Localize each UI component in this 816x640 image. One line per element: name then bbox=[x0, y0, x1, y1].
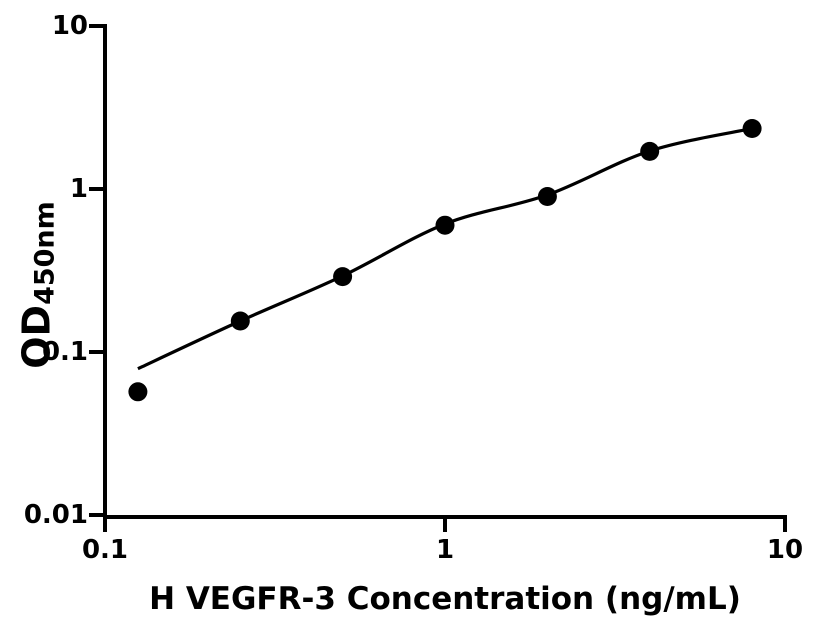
y-tick-label-0-01: 0.01 bbox=[23, 500, 88, 530]
data-point bbox=[333, 267, 353, 287]
y-axis-title-subscript: 450nm bbox=[29, 201, 61, 305]
data-point bbox=[128, 382, 148, 402]
y-tick-label-10: 10 bbox=[51, 11, 88, 41]
fit-curve bbox=[137, 126, 753, 371]
y-axis-title-main: OD bbox=[14, 304, 59, 369]
x-tick-label-1: 1 bbox=[435, 535, 455, 565]
y-tick-label-0-1: 0.1 bbox=[41, 337, 88, 367]
data-point bbox=[435, 215, 455, 235]
data-point bbox=[640, 141, 660, 161]
x-tick-label-0-1: 0.1 bbox=[81, 535, 129, 565]
data-point bbox=[742, 119, 762, 138]
data-point bbox=[537, 187, 557, 206]
x-axis-title: H VEGFR-3 Concentration (ng/mL) bbox=[149, 581, 741, 617]
x-tick-label-10: 10 bbox=[766, 535, 804, 565]
data-point bbox=[230, 311, 250, 331]
y-axis-title-text: OD450nm bbox=[14, 201, 61, 369]
y-tick-label-1: 1 bbox=[69, 174, 88, 204]
